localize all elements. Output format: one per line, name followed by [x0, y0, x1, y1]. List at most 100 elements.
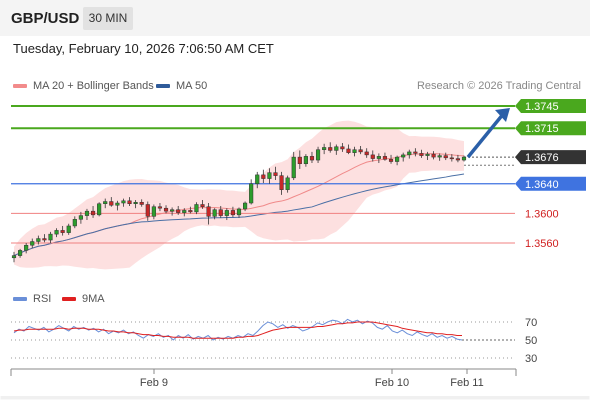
candle: [449, 154, 454, 162]
target-arrow-shaft: [466, 111, 506, 159]
candle: [407, 149, 412, 159]
candle: [425, 151, 430, 161]
candle: [90, 205, 96, 218]
candle: [230, 206, 235, 218]
candle: [285, 175, 290, 193]
candle: [461, 155, 467, 162]
level-label-1.3640: 1.3640: [525, 179, 559, 191]
candle: [401, 152, 406, 162]
currency-pair-title: GBP/USD: [11, 10, 80, 27]
x-tick-label-Feb-9: Feb 9: [140, 377, 168, 389]
timeframe-button[interactable]: 30 MIN: [83, 7, 133, 30]
candle: [109, 197, 114, 207]
candle: [163, 205, 169, 214]
candle: [236, 207, 242, 218]
legend-ma20: MA 20 + Bollinger Bands: [13, 80, 154, 92]
legend-ma50: MA 50: [156, 80, 207, 92]
target-arrow-head: [495, 108, 510, 122]
header-bar: GBP/USD 30 MIN: [0, 0, 590, 36]
candle: [115, 200, 120, 211]
candle: [255, 171, 260, 189]
candle: [328, 142, 333, 153]
candle: [11, 251, 17, 263]
candle: [188, 206, 193, 214]
candle: [243, 201, 248, 212]
candle: [346, 144, 351, 155]
candle: [42, 234, 47, 243]
datetime-label: Tuesday, February 10, 2026 7:06:50 AM CE…: [13, 41, 274, 56]
candle: [30, 238, 35, 249]
candle: [139, 199, 144, 207]
candle: [340, 143, 345, 152]
candle: [376, 153, 381, 164]
legend-9ma: 9MA: [62, 293, 105, 305]
legend-ma50-label: MA 50: [176, 80, 208, 92]
x-tick-label-Feb-11: Feb 11: [450, 377, 483, 389]
candle: [72, 216, 77, 229]
candle: [66, 223, 71, 235]
rsi-tick-30: 30: [525, 353, 537, 365]
candle: [267, 168, 272, 184]
candle: [455, 154, 460, 163]
legend-9ma-label: 9MA: [82, 293, 105, 305]
candle: [279, 171, 284, 195]
candle: [121, 198, 126, 207]
bollinger-band: [14, 120, 464, 270]
bottom-strip: [0, 396, 590, 400]
x-tick-label-Feb-10: Feb 10: [375, 377, 409, 389]
candle: [212, 208, 217, 220]
candle: [309, 151, 315, 164]
candle: [388, 154, 394, 164]
candle: [437, 153, 442, 161]
level-label-1.3560: 1.3560: [525, 238, 559, 250]
candle: [36, 235, 41, 245]
candle: [303, 154, 308, 167]
rsi-swatch: [13, 297, 27, 301]
legend-ma20-label: MA 20 + Bollinger Bands: [33, 80, 154, 92]
level-label-1.3600: 1.3600: [525, 208, 559, 220]
candle: [194, 202, 199, 215]
legend-rsi: RSI: [13, 293, 51, 305]
candle: [151, 204, 156, 220]
candle: [127, 197, 132, 206]
candle: [145, 201, 150, 221]
candle: [261, 169, 266, 184]
candle: [103, 198, 108, 209]
candle: [97, 202, 102, 217]
research-credit: Research © 2026 Trading Central: [416, 80, 581, 92]
level-tag-1.3745: [515, 99, 586, 113]
candle: [322, 143, 327, 155]
candle: [157, 203, 163, 212]
candle: [358, 145, 363, 155]
candle: [364, 148, 369, 158]
rsi-tick-50: 50: [525, 335, 537, 347]
level-label-1.3676: 1.3676: [525, 152, 559, 164]
candle: [78, 211, 83, 224]
rsi-tick-70: 70: [525, 317, 537, 329]
candle: [218, 205, 223, 218]
level-label-1.3745: 1.3745: [525, 101, 559, 113]
ma20-swatch: [13, 84, 27, 88]
candle: [182, 208, 187, 217]
candle: [315, 146, 321, 164]
candle: [24, 243, 29, 254]
candle: [206, 203, 211, 225]
candle: [48, 231, 53, 243]
rsi-line: [13, 318, 463, 341]
candle: [60, 225, 65, 236]
candle: [54, 228, 59, 238]
candle: [413, 148, 418, 157]
rsi-9ma-line: [13, 321, 462, 339]
candle: [431, 151, 436, 160]
candle: [273, 166, 278, 181]
candle: [297, 150, 302, 169]
level-label-1.3715: 1.3715: [525, 123, 559, 135]
level-tag-1.3640: [515, 176, 586, 191]
candle: [249, 179, 254, 205]
level-tag-1.3676: [515, 150, 586, 165]
candle: [84, 208, 90, 221]
candle: [395, 155, 400, 166]
candle: [224, 208, 229, 221]
candle: [200, 200, 205, 209]
